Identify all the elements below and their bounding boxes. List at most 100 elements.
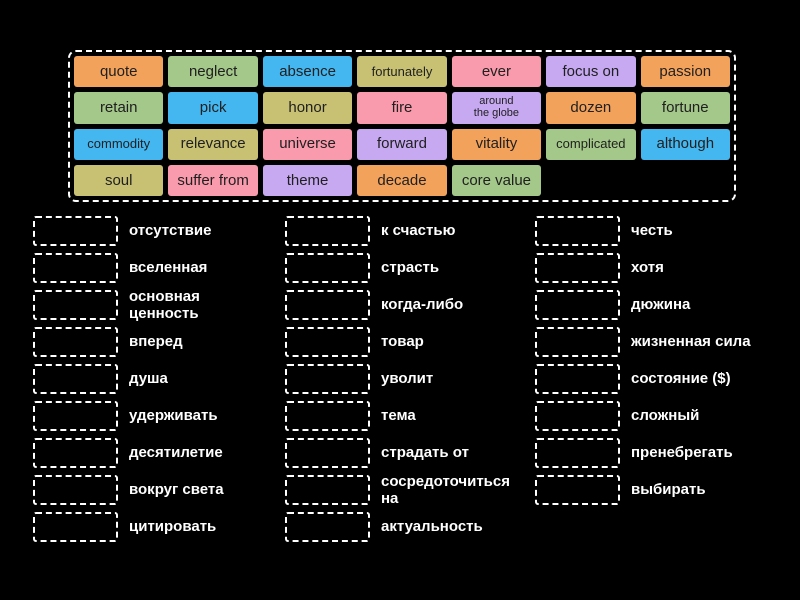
definitions-column-3: честь хотя дюжина жизненная сила состояние (… (535, 216, 785, 512)
match-row: пренебрегать (535, 438, 785, 468)
word-tile[interactable]: vitality (451, 128, 542, 160)
answer-slot[interactable] (285, 401, 370, 431)
definition-text: десятилетие (129, 444, 223, 462)
answer-slot[interactable] (535, 475, 620, 505)
word-tile[interactable]: relevance (168, 128, 258, 160)
word-tile[interactable]: forward (357, 128, 447, 160)
word-bank: quote neglect absence fortunately ever focus … (68, 50, 736, 202)
word-tile[interactable]: suffer from (168, 164, 258, 196)
match-row: актуальность (285, 512, 535, 542)
word-tile[interactable]: commodity (74, 128, 164, 160)
answer-slot[interactable] (285, 327, 370, 357)
definition-text: честь (631, 222, 673, 240)
definition-text: основная ценность (129, 287, 200, 322)
match-row: десятилетие (33, 438, 283, 468)
word-tile[interactable]: quote (74, 56, 164, 88)
word-tile[interactable]: ever (451, 56, 542, 88)
match-row: дюжина (535, 290, 785, 320)
match-row: товар (285, 327, 535, 357)
match-row: сложный (535, 401, 785, 431)
answer-slot[interactable] (33, 475, 118, 505)
word-tile[interactable]: around the globe (451, 92, 542, 124)
definition-text: сложный (631, 407, 700, 425)
definitions-column-1: отсутствие вселенная основная ценность впер… (33, 216, 283, 549)
match-row: вперед (33, 327, 283, 357)
word-tile[interactable]: decade (357, 164, 447, 196)
answer-slot[interactable] (285, 253, 370, 283)
definition-text: удерживать (129, 407, 218, 425)
answer-slot[interactable] (285, 216, 370, 246)
definition-text: состояние ($) (631, 370, 731, 388)
word-tile[interactable]: passion (640, 56, 730, 88)
word-tile[interactable]: soul (74, 164, 164, 196)
word-tile[interactable]: fortune (640, 92, 730, 124)
answer-slot[interactable] (285, 512, 370, 542)
definition-text: отсутствие (129, 222, 212, 240)
definition-text: страдать от (381, 444, 469, 462)
word-tile[interactable]: neglect (168, 56, 258, 88)
word-tile-line: around (479, 95, 514, 108)
word-tile[interactable]: fire (357, 92, 447, 124)
word-tile[interactable]: complicated (546, 128, 636, 160)
answer-slot[interactable] (535, 364, 620, 394)
definition-text: вселенная (129, 259, 208, 277)
definition-text: хотя (631, 259, 664, 277)
match-row: сосредоточиться на (285, 472, 535, 507)
answer-slot[interactable] (33, 512, 118, 542)
answer-slot[interactable] (535, 290, 620, 320)
definition-text: дюжина (631, 296, 691, 314)
word-tile[interactable]: although (640, 128, 730, 160)
answer-slot[interactable] (285, 475, 370, 505)
answer-slot[interactable] (285, 438, 370, 468)
word-tile-line: the globe (473, 106, 520, 119)
match-row: вокруг света (33, 475, 283, 505)
definition-text: цитировать (129, 518, 217, 536)
answer-slot[interactable] (535, 401, 620, 431)
definition-text: товар (381, 333, 424, 351)
match-row: выбирать (535, 475, 785, 505)
answer-slot[interactable] (33, 216, 118, 246)
match-row: хотя (535, 253, 785, 283)
answer-slot[interactable] (535, 438, 620, 468)
word-tile[interactable]: honor (262, 92, 353, 124)
answer-slot[interactable] (535, 253, 620, 283)
answer-slot[interactable] (33, 290, 118, 320)
word-tile[interactable]: core value (451, 164, 542, 196)
answer-slot[interactable] (535, 327, 620, 357)
word-tile[interactable]: retain (74, 92, 164, 124)
definition-text: выбирать (631, 481, 706, 499)
match-row: честь (535, 216, 785, 246)
answer-slot[interactable] (33, 364, 118, 394)
word-tile[interactable]: focus on (546, 56, 636, 88)
definition-text: уволит (381, 370, 434, 388)
definition-text: тема (381, 407, 416, 425)
word-tile[interactable]: pick (168, 92, 258, 124)
word-tile[interactable]: universe (262, 128, 353, 160)
word-tile[interactable]: dozen (546, 92, 636, 124)
match-row: когда-либо (285, 290, 535, 320)
answer-slot[interactable] (285, 290, 370, 320)
answer-slot[interactable] (33, 253, 118, 283)
word-tile[interactable]: theme (262, 164, 353, 196)
answer-slot[interactable] (33, 438, 118, 468)
definition-text: вокруг света (129, 481, 224, 499)
match-row: удерживать (33, 401, 283, 431)
word-tile[interactable]: absence (262, 56, 353, 88)
match-row: тема (285, 401, 535, 431)
answer-slot[interactable] (33, 327, 118, 357)
answer-slot[interactable] (33, 401, 118, 431)
definition-text: к счастью (381, 222, 456, 240)
match-row: жизненная сила (535, 327, 785, 357)
match-row: страдать от (285, 438, 535, 468)
definition-text: когда-либо (381, 296, 464, 314)
definition-text: вперед (129, 333, 183, 351)
match-row: основная ценность (33, 287, 283, 322)
answer-slot[interactable] (285, 364, 370, 394)
match-row: отсутствие (33, 216, 283, 246)
answer-slot[interactable] (535, 216, 620, 246)
definition-text: душа (129, 370, 168, 388)
definition-text: сосредоточиться на (381, 472, 510, 507)
match-row: уволит (285, 364, 535, 394)
match-row: душа (33, 364, 283, 394)
word-tile[interactable]: fortunately (357, 56, 447, 88)
